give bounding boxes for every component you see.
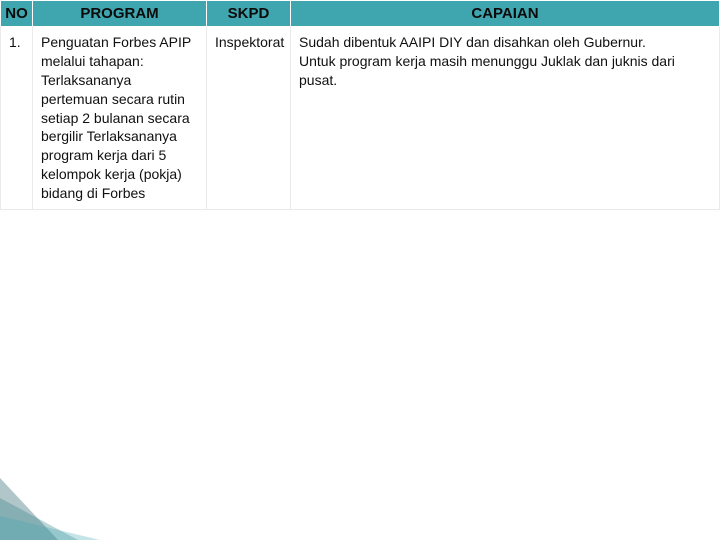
cell-skpd: Inspektorat bbox=[207, 27, 291, 210]
table-body: 1. Penguatan Forbes APIP melalui tahapan… bbox=[1, 27, 720, 210]
table-row: 1. Penguatan Forbes APIP melalui tahapan… bbox=[1, 27, 720, 210]
header-skpd: SKPD bbox=[207, 1, 291, 27]
cell-program: Penguatan Forbes APIP melalui tahapan: T… bbox=[33, 27, 207, 210]
cell-capaian: Sudah dibentuk AAIPI DIY dan disahkan ol… bbox=[291, 27, 720, 210]
header-no: NO bbox=[1, 1, 33, 27]
cell-no: 1. bbox=[1, 27, 33, 210]
corner-decoration bbox=[0, 450, 120, 540]
program-table: NO PROGRAM SKPD CAPAIAN 1. Penguatan For… bbox=[0, 0, 720, 210]
header-program: PROGRAM bbox=[33, 1, 207, 27]
header-capaian: CAPAIAN bbox=[291, 1, 720, 27]
table-header: NO PROGRAM SKPD CAPAIAN bbox=[1, 1, 720, 27]
